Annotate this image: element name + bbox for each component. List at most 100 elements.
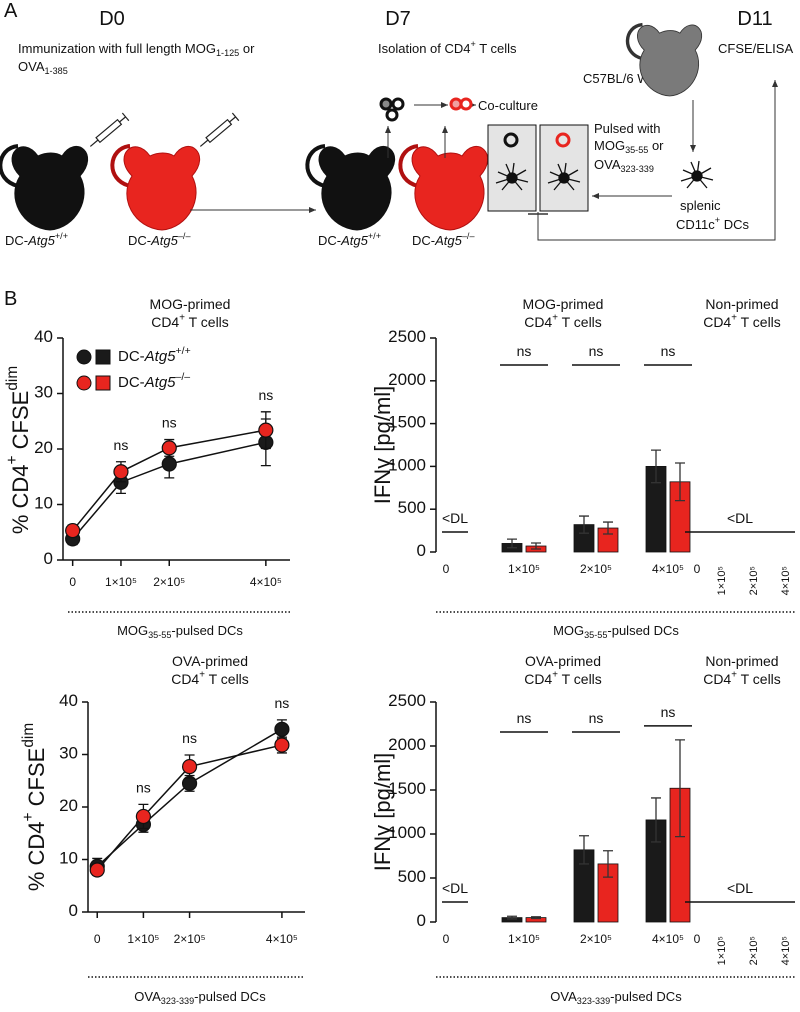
y-tick-label: 20 xyxy=(59,796,78,815)
y-tick-label: 0 xyxy=(417,911,426,930)
x-tick-label: 1×10⁵ xyxy=(127,932,159,946)
error-bar xyxy=(507,538,517,549)
error-bar xyxy=(675,739,685,838)
annotation: ns xyxy=(136,779,151,795)
annotation: ns xyxy=(589,343,604,359)
y-tick-label: 0 xyxy=(44,549,53,568)
legend-marker xyxy=(76,349,92,365)
panel-label: A xyxy=(4,0,18,22)
x-tick-label: 4×10⁵ xyxy=(266,932,298,946)
diagram-shape xyxy=(95,118,123,144)
legend-marker xyxy=(76,375,92,391)
x-tick-label: 0 xyxy=(694,562,701,576)
error-bar xyxy=(579,835,589,865)
diagram-shape xyxy=(205,118,233,144)
diagram-text: OVA323-339 xyxy=(594,157,654,174)
diagram-shape xyxy=(0,144,89,231)
error-bar xyxy=(531,542,541,550)
x-tick-label: 4×10⁵ xyxy=(780,936,792,965)
annotation: <DL xyxy=(442,510,468,526)
data-point xyxy=(135,808,152,825)
diagram-shape xyxy=(379,97,393,111)
x-tick-label: 2×10⁵ xyxy=(174,932,206,946)
error-bar xyxy=(675,462,685,502)
chart-title: OVA-primed xyxy=(525,653,601,669)
annotation: <DL xyxy=(727,880,753,896)
series-line xyxy=(96,744,283,871)
diagram-text: Pulsed with xyxy=(594,121,660,136)
y-tick-label: 40 xyxy=(34,327,53,346)
diagram-shape xyxy=(398,144,489,231)
error-bar xyxy=(579,515,589,534)
y-axis-label: % CD4+ CFSEdim xyxy=(4,366,33,534)
x-tick-label: 1×10⁵ xyxy=(716,936,728,965)
series-line xyxy=(72,429,266,532)
y-tick-label: 0 xyxy=(417,541,426,560)
mouse-label: DC-Atg5+/+ xyxy=(5,231,68,248)
y-tick-label: 1500 xyxy=(388,413,426,432)
diagram-shape xyxy=(199,139,209,147)
mouse-label: DC-Atg5+/+ xyxy=(318,231,381,248)
mouse-label: DC-Atg5–/– xyxy=(128,231,191,248)
day-label: D7 xyxy=(385,8,411,30)
day-label: D11 xyxy=(737,8,772,30)
annotation: ns xyxy=(182,730,197,746)
data-point xyxy=(113,464,129,480)
chart-title: CD4+ T cells xyxy=(151,312,229,330)
diagram-art xyxy=(0,22,778,241)
y-tick-label: 10 xyxy=(34,494,53,513)
x-tick-label: 1×10⁵ xyxy=(508,932,540,946)
y-tick-label: 30 xyxy=(59,744,78,763)
series-line xyxy=(72,441,267,540)
y-tick-label: 20 xyxy=(34,438,53,457)
data-point xyxy=(161,456,177,472)
diagram-text: Immunization with full length MOG1-125 o… xyxy=(18,41,255,58)
diagram-shape xyxy=(555,132,571,148)
diagram-text: CFSE/ELISA xyxy=(718,41,793,56)
x-tick-label: 4×10⁵ xyxy=(780,566,792,595)
y-tick-label: 1000 xyxy=(388,456,426,475)
diagram-shape xyxy=(459,97,473,111)
diagram-shape xyxy=(547,162,581,191)
data-point xyxy=(181,758,198,775)
diagram-shape xyxy=(411,145,489,231)
diagram-shape xyxy=(199,112,240,147)
data-point xyxy=(258,422,274,438)
annotation: ns xyxy=(258,387,273,403)
diagram-shape xyxy=(547,162,581,191)
diagram-text: OVA1-385 xyxy=(18,59,68,76)
x-tick-label: 1×10⁵ xyxy=(105,575,137,589)
legend-label: DC-Atg5–/– xyxy=(118,371,190,391)
error-bar xyxy=(651,797,661,843)
y-tick-label: 2500 xyxy=(388,327,426,346)
chart-title: MOG-primed xyxy=(523,296,604,312)
x-tick-label: 2×10⁵ xyxy=(748,936,760,965)
chart-title: CD4+ T cells xyxy=(703,669,781,687)
error-bar xyxy=(603,850,613,878)
diagram-shape xyxy=(305,144,396,231)
y-tick-label: 40 xyxy=(59,691,78,710)
legend-marker xyxy=(95,349,111,365)
chart-title: OVA-primed xyxy=(172,653,248,669)
chart-title: Non-primed xyxy=(705,296,778,312)
chart-title: CD4+ T cells xyxy=(524,312,602,330)
y-tick-label: 1500 xyxy=(388,779,426,798)
y-tick-label: 10 xyxy=(59,849,78,868)
x-tick-label: 1×10⁵ xyxy=(508,562,540,576)
diagram-shape xyxy=(680,160,714,189)
y-tick-label: 0 xyxy=(69,901,78,920)
error-bar xyxy=(603,521,613,535)
x-axis-label: OVA323-339-pulsed DCs xyxy=(550,989,682,1006)
x-axis-label: MOG35-55-pulsed DCs xyxy=(553,623,679,640)
diagram-shape xyxy=(110,144,201,231)
diagram-shape xyxy=(385,108,399,122)
annotation: ns xyxy=(661,343,676,359)
series-line xyxy=(96,728,283,867)
y-axis-label: IFNγ [pg/ml] xyxy=(370,386,395,505)
legend-marker xyxy=(95,375,111,391)
diagram-shape xyxy=(680,160,714,189)
annotation: ns xyxy=(275,695,290,711)
diagram-shape xyxy=(11,145,89,231)
y-axis-label: % CD4+ CFSEdim xyxy=(20,723,49,891)
